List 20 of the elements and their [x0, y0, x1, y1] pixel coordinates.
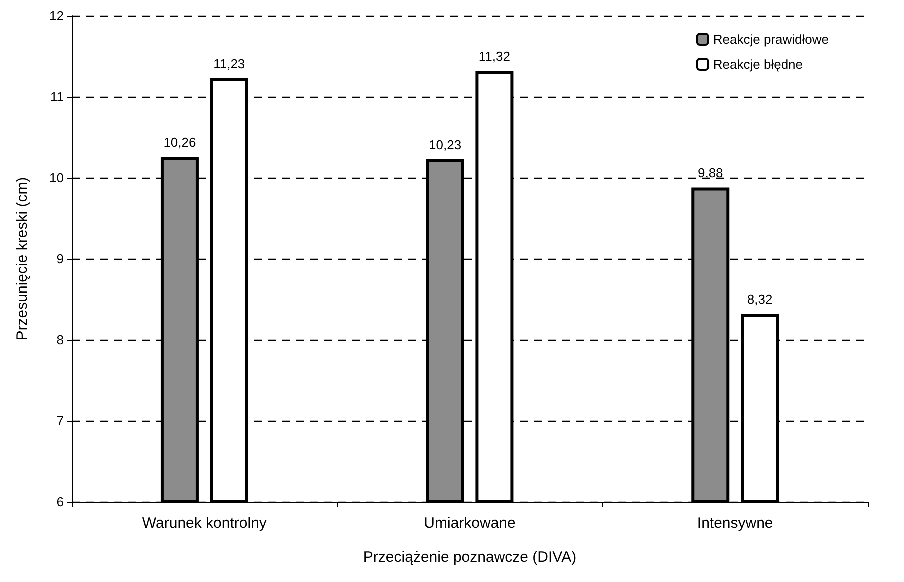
data-label: 8,32: [747, 292, 773, 308]
y-axis-title: Przesunięcie kreski (cm): [14, 177, 31, 341]
y-tick-label: 12: [50, 8, 64, 24]
y-tick-label: 11: [50, 90, 64, 104]
y-tick-label: 7: [56, 414, 64, 428]
data-label: 10,26: [164, 134, 196, 150]
x-tick-label: Warunek kontrolny: [142, 515, 268, 532]
data-label: 11,23: [214, 56, 246, 72]
legend-label: Reakcje błędne: [713, 57, 804, 72]
x-tick-label: Umiarkowane: [424, 515, 516, 532]
y-tick-label: 10: [50, 170, 64, 186]
data-label: 9,88: [698, 166, 724, 181]
data-label: 11,32: [478, 49, 510, 64]
legend-label: Reakcje prawidłowe: [713, 32, 830, 47]
data-label: 10,23: [429, 137, 462, 152]
y-tick-label: 8: [56, 332, 64, 348]
x-axis-title: Przeciążenie poznawcze (DIVA): [363, 549, 577, 566]
y-tick-label: 6: [56, 494, 64, 510]
x-tick-label: Intensywne: [697, 515, 774, 532]
y-tick-label: 9: [56, 252, 64, 266]
